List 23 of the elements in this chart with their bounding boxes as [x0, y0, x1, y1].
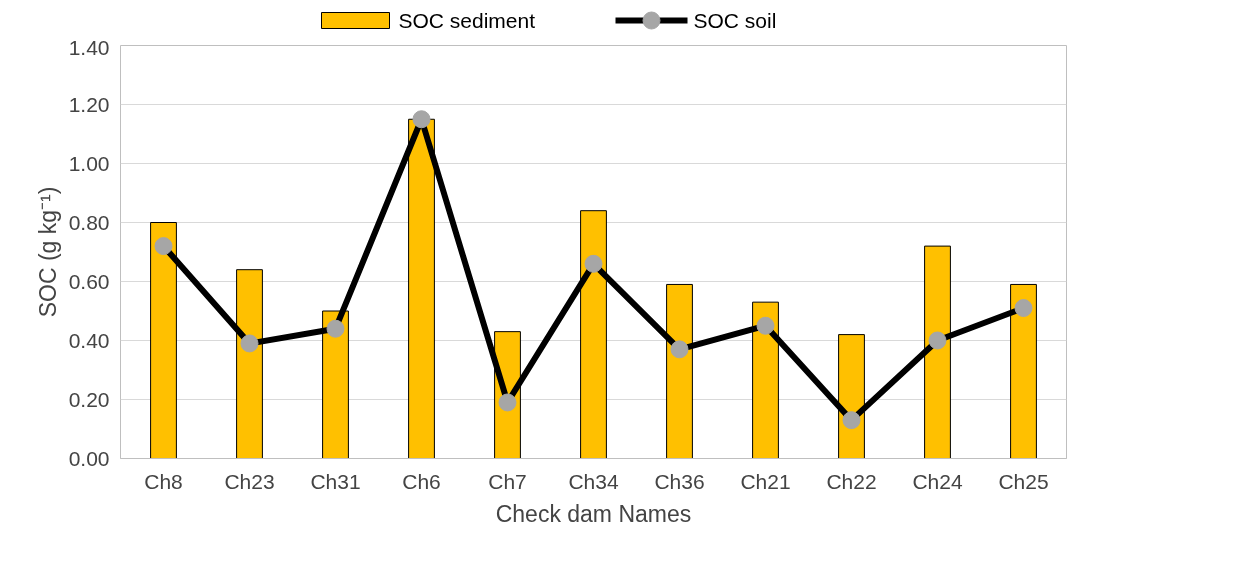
y-tick-label: 0.00	[68, 446, 110, 470]
x-tick-label: Ch31	[310, 469, 361, 493]
y-axis-title: SOC (g kg⁻¹)	[34, 186, 61, 318]
legend-label: SOC soil	[693, 9, 777, 32]
y-tick-label: 1.00	[68, 151, 110, 175]
x-tick-label: Ch23	[224, 469, 275, 493]
y-tick-label: 0.20	[68, 387, 110, 411]
y-tick-label: 0.80	[68, 210, 110, 234]
x-tick-label: Ch36	[654, 469, 705, 493]
x-tick-label: Ch6	[402, 469, 441, 493]
y-tick-label: 1.40	[68, 35, 110, 59]
y-tick-label: 0.40	[68, 328, 110, 352]
x-tick-label: Ch34	[568, 469, 619, 493]
y-tick-label: 1.20	[68, 92, 110, 116]
legend-label: SOC sediment	[398, 9, 536, 32]
y-tick-label: 0.60	[68, 269, 110, 293]
x-tick-label: Ch22	[826, 469, 877, 493]
x-tick-label: Ch21	[740, 469, 791, 493]
x-axis-title: Check dam Names	[495, 500, 692, 527]
x-tick-label: Ch25	[998, 469, 1049, 493]
x-tick-label: Ch7	[488, 469, 527, 493]
x-tick-label: Ch24	[912, 469, 963, 493]
x-tick-label: Ch8	[144, 469, 183, 493]
